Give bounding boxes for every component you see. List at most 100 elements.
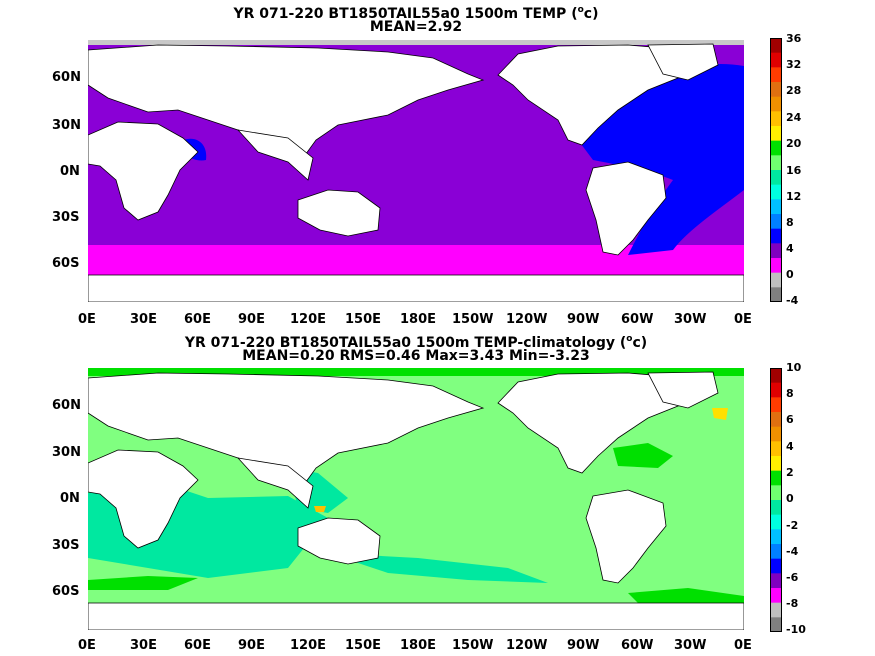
lon-label-180e: 180E bbox=[400, 638, 437, 653]
colorbar-swatch bbox=[770, 155, 782, 171]
lat-label-30s: 30S bbox=[52, 210, 80, 225]
cb2-label: 10 bbox=[786, 361, 802, 374]
cb2-label: 8 bbox=[786, 387, 794, 400]
colorbar-swatch bbox=[770, 38, 782, 54]
cb1-label: 36 bbox=[786, 32, 802, 45]
colorbar-swatch bbox=[770, 573, 782, 589]
colorbar-swatch bbox=[770, 544, 782, 560]
lon-label-180e: 180E bbox=[400, 312, 437, 327]
colorbar-swatch bbox=[770, 426, 782, 442]
lon-label-30e: 30E bbox=[130, 638, 157, 653]
lon-label-0e: 0E bbox=[78, 312, 96, 327]
cb1-label: 12 bbox=[786, 190, 802, 203]
colorbar-swatch bbox=[770, 96, 782, 112]
colorbar-swatch bbox=[770, 258, 782, 274]
colorbar-swatch bbox=[770, 214, 782, 230]
colorbar-swatch bbox=[770, 199, 782, 215]
lon-label-150e: 150E bbox=[345, 638, 382, 653]
cb2-label: -10 bbox=[786, 623, 806, 636]
lon-label-60e: 60E bbox=[184, 312, 211, 327]
lon-label-150e: 150E bbox=[345, 312, 382, 327]
lon-label-120e: 120E bbox=[290, 312, 327, 327]
lon-label-150w: 150W bbox=[452, 312, 494, 327]
colorbar-frame bbox=[770, 38, 782, 302]
colorbar-swatch bbox=[770, 67, 782, 83]
colorbar-swatch bbox=[770, 170, 782, 186]
anomaly-map bbox=[88, 368, 744, 630]
lat-label-60n: 60N bbox=[52, 70, 81, 85]
lat-label-0n: 0N bbox=[60, 164, 80, 179]
colorbar-swatch bbox=[770, 368, 782, 384]
colorbar-swatch bbox=[770, 470, 782, 486]
colorbar-swatch bbox=[770, 140, 782, 156]
cb2-label: -6 bbox=[786, 571, 799, 584]
temperature-map bbox=[88, 40, 744, 302]
colorbar-swatch bbox=[770, 52, 782, 68]
cb2-label: -2 bbox=[786, 519, 799, 532]
lat-label-0n: 0N bbox=[60, 491, 80, 506]
lon-label-0e-end: 0E bbox=[734, 638, 752, 653]
colorbar-swatch bbox=[770, 441, 782, 457]
cb1-label: 24 bbox=[786, 111, 802, 124]
cb2-label: -8 bbox=[786, 597, 799, 610]
colorbar-swatch bbox=[770, 529, 782, 545]
colorbar-swatch bbox=[770, 243, 782, 259]
lon-label-150w: 150W bbox=[452, 638, 494, 653]
colorbar-swatch bbox=[770, 111, 782, 127]
colorbar-swatch bbox=[770, 456, 782, 472]
colorbar-swatch bbox=[770, 558, 782, 574]
cb1-label: 4 bbox=[786, 242, 794, 255]
colorbar-swatch bbox=[770, 485, 782, 501]
colorbar-swatch bbox=[770, 514, 782, 530]
colorbar-swatch bbox=[770, 382, 782, 398]
colorbar-swatch bbox=[770, 397, 782, 413]
lon-label-90w: 90W bbox=[567, 638, 600, 653]
cb1-label: 16 bbox=[786, 164, 802, 177]
lon-label-30w: 30W bbox=[674, 638, 707, 653]
lat-label-30s: 30S bbox=[52, 538, 80, 553]
lat-label-30n: 30N bbox=[52, 445, 81, 460]
lon-label-60e: 60E bbox=[184, 638, 211, 653]
map-stats-1: MEAN=2.92 bbox=[369, 19, 463, 35]
cb2-label: 2 bbox=[786, 466, 794, 479]
cb2-label: 0 bbox=[786, 492, 794, 505]
colorbar-swatch bbox=[770, 82, 782, 98]
lon-label-0e-end: 0E bbox=[734, 312, 752, 327]
cb1-label: 8 bbox=[786, 216, 794, 229]
map-title-1: YR 071-220 BT1850TAIL55a0 1500m TEMP (oc… bbox=[233, 5, 599, 22]
cb1-label: 28 bbox=[786, 84, 802, 97]
colorbar-swatch bbox=[770, 272, 782, 288]
cb1-label: 32 bbox=[786, 58, 802, 71]
lon-label-0e: 0E bbox=[78, 638, 96, 653]
colorbar-swatch bbox=[770, 588, 782, 604]
cb2-label: -4 bbox=[786, 545, 799, 558]
colorbar-swatch bbox=[770, 287, 782, 302]
colorbar-frame bbox=[770, 368, 782, 632]
cb1-label: 20 bbox=[786, 137, 802, 150]
lat-label-30n: 30N bbox=[52, 118, 81, 133]
lat-label-60s: 60S bbox=[52, 256, 80, 271]
lon-label-120w: 120W bbox=[506, 312, 548, 327]
lon-label-120w: 120W bbox=[506, 638, 548, 653]
lon-label-30w: 30W bbox=[674, 312, 707, 327]
lon-label-30e: 30E bbox=[130, 312, 157, 327]
colorbar-swatch bbox=[770, 228, 782, 244]
colorbar-swatch bbox=[770, 617, 782, 632]
lon-label-60w: 60W bbox=[621, 638, 654, 653]
colorbar-swatch bbox=[770, 412, 782, 428]
lon-label-90w: 90W bbox=[567, 312, 600, 327]
lon-label-90e: 90E bbox=[238, 638, 265, 653]
map-stats-2: MEAN=0.20 RMS=0.46 Max=3.43 Min=-3.23 bbox=[242, 348, 590, 364]
lon-label-60w: 60W bbox=[621, 312, 654, 327]
colorbar-swatch bbox=[770, 602, 782, 618]
cb2-label: 4 bbox=[786, 440, 794, 453]
lon-label-120e: 120E bbox=[290, 638, 327, 653]
colorbar-2 bbox=[770, 368, 782, 632]
lat-label-60n: 60N bbox=[52, 398, 81, 413]
colorbar-swatch bbox=[770, 184, 782, 200]
cb1-label: 0 bbox=[786, 268, 794, 281]
colorbar-swatch bbox=[770, 500, 782, 516]
cb1-label: -4 bbox=[786, 294, 799, 307]
map-title-2: YR 071-220 BT1850TAIL55a0 1500m TEMP-cli… bbox=[184, 334, 648, 351]
colorbar-swatch bbox=[770, 126, 782, 142]
